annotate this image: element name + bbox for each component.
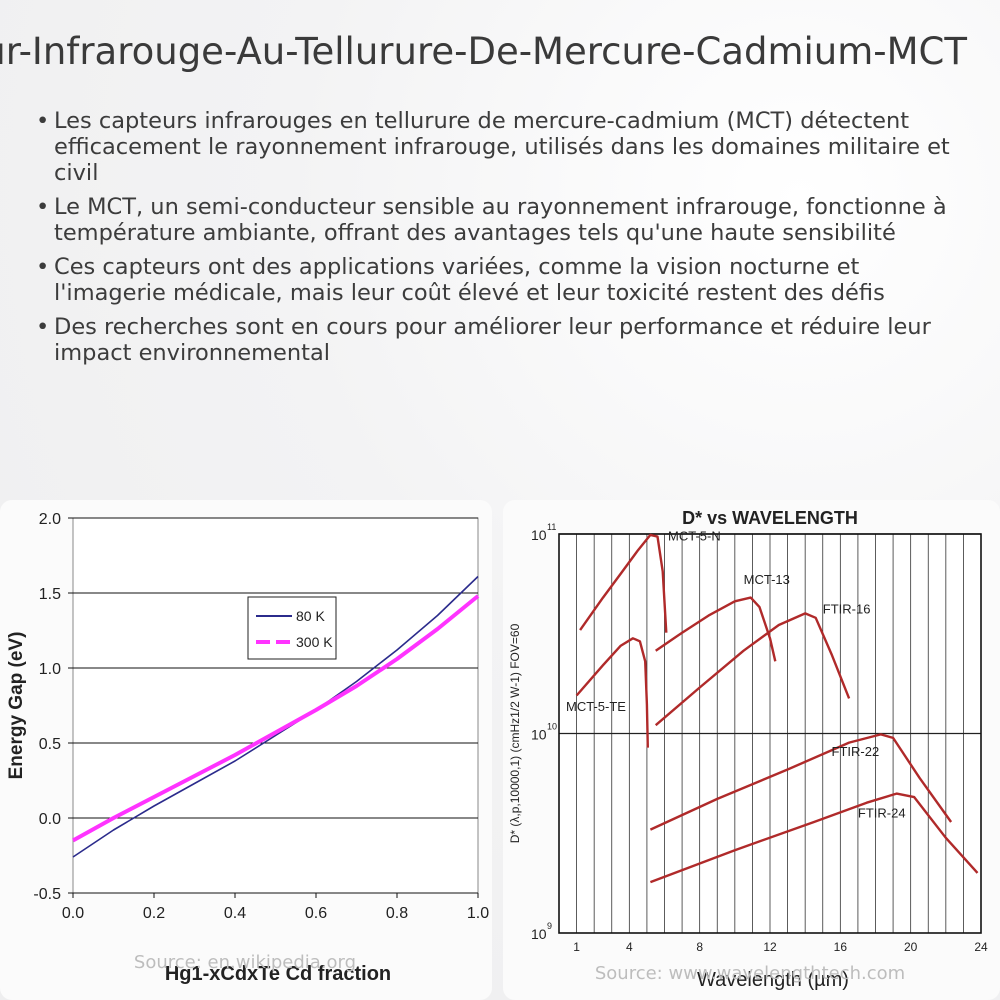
y-tick-label: -0.5 (33, 886, 61, 903)
page-title-text: Capteur-Infrarouge-Au-Tellurure-De-Mercu… (0, 30, 967, 73)
bullet-text: Les capteurs infrarouges en tellurure de… (54, 108, 950, 186)
x-axis-label: Hg1-xCdxTe Cd fraction (165, 963, 391, 985)
series-line-ftir-24 (649, 792, 979, 884)
bullet-dot-icon: • (36, 194, 50, 220)
bullet-item: • Le MCT, un semi-conducteur sensible au… (36, 194, 976, 246)
x-axis-label: Wavelength (µm) (697, 969, 849, 991)
y-tick-label: 0.5 (39, 736, 61, 753)
x-tick-label: 0.2 (143, 905, 165, 922)
x-tick-label: 12 (763, 940, 777, 954)
energy-gap-chart-panel: -0.5 0.0 0.5 1.0 1.5 2.0 0.0 0.2 0.4 0.6 0.8 1.0 80 … (0, 500, 492, 1000)
bullet-list: • Les capteurs infrarouges en tellurure … (36, 108, 976, 374)
page-title: Capteur-Infrarouge-Au-Tellurure-De-Mercu… (0, 30, 1000, 73)
series-label: MCT-5-N (668, 528, 721, 543)
y-axis-label: Energy Gap (eV) (6, 632, 27, 780)
y-tick-exponent: 10 (547, 722, 557, 732)
x-tick-label: 20 (904, 940, 918, 954)
x-tick-label: 4 (626, 940, 633, 954)
bullet-text: Le MCT, un semi-conducteur sensible au r… (54, 194, 947, 246)
bullet-item: • Des recherches sont en cours pour amél… (36, 314, 976, 366)
y-tick-exponent: 9 (547, 921, 552, 931)
y-tick-label: 10 (531, 527, 547, 543)
y-tick-exponent: 11 (547, 522, 556, 532)
series-label: MCT-5-TE (566, 699, 626, 714)
source-label: Source: en.wikipedia.org (134, 952, 356, 973)
y-tick-label: 0.0 (39, 811, 61, 828)
x-tick-label: 0.0 (62, 905, 84, 922)
energy-gap-chart: -0.50.00.51.01.52.00.0 0.2 0.4 0.6 0.8 1.080 … (6, 511, 489, 985)
legend-box (247, 596, 337, 660)
x-tick-label: 8 (696, 940, 703, 954)
x-tick-label: 1 (573, 940, 580, 954)
x-tick-label: 16 (834, 940, 848, 954)
bullet-item: • Ces capteurs ont des applications vari… (36, 254, 976, 306)
series-label: FTIR-22 (832, 744, 880, 759)
bullet-item: • Les capteurs infrarouges en tellurure … (36, 108, 976, 186)
legend: 80 K 300 K (247, 596, 337, 660)
series-line-80k (72, 575, 479, 858)
series-line-300k (72, 594, 480, 843)
y-tick-label: 2.0 (39, 511, 61, 528)
y-tick-label: 10 (531, 926, 547, 942)
x-tick-label: 0.8 (386, 905, 408, 922)
bullet-dot-icon: • (36, 108, 50, 134)
series-label: FTIR-24 (858, 805, 906, 820)
detectivity-chart-panel: D* vs WAVELENGTH 10 9 10 10 10 11 1 4 8 12 16 20 24 MC… (503, 500, 1000, 1000)
legend-label: 300 K (296, 634, 333, 650)
legend-label: 80 K (296, 608, 325, 624)
series-line-ftir-22 (649, 733, 953, 831)
series-line-mct-5-te (575, 637, 649, 748)
plot-frame (558, 533, 982, 934)
x-tick-label: 0.4 (224, 905, 246, 922)
y-tick-label: 10 (531, 727, 547, 743)
x-tick-label: 1.0 (467, 905, 489, 922)
bullet-text: Ces capteurs ont des applications variée… (54, 254, 885, 306)
x-tick-label: 0.6 (305, 905, 327, 922)
y-tick-label: 1.5 (39, 586, 61, 603)
y-axis-label: D* (λ,p,10000,1) (cmHz1/2 W-1) FOV=60 (508, 623, 522, 843)
bullet-text: Des recherches sont en cours pour amélio… (54, 314, 931, 366)
x-tick-label: 24 (974, 940, 988, 954)
plot-area (72, 517, 479, 894)
chart-title: D* vs WAVELENGTH (682, 508, 858, 528)
series-line-ftir-16 (654, 612, 851, 727)
series-label: FTIR-16 (823, 601, 871, 616)
bullet-dot-icon: • (36, 314, 50, 340)
series-label: MCT-13 (744, 572, 790, 587)
bullet-dot-icon: • (36, 254, 50, 280)
source-label: Source: www.wavelengthtech.com (595, 963, 905, 984)
y-tick-label: 1.0 (39, 661, 61, 678)
series-line-mct-5-n (579, 533, 668, 633)
